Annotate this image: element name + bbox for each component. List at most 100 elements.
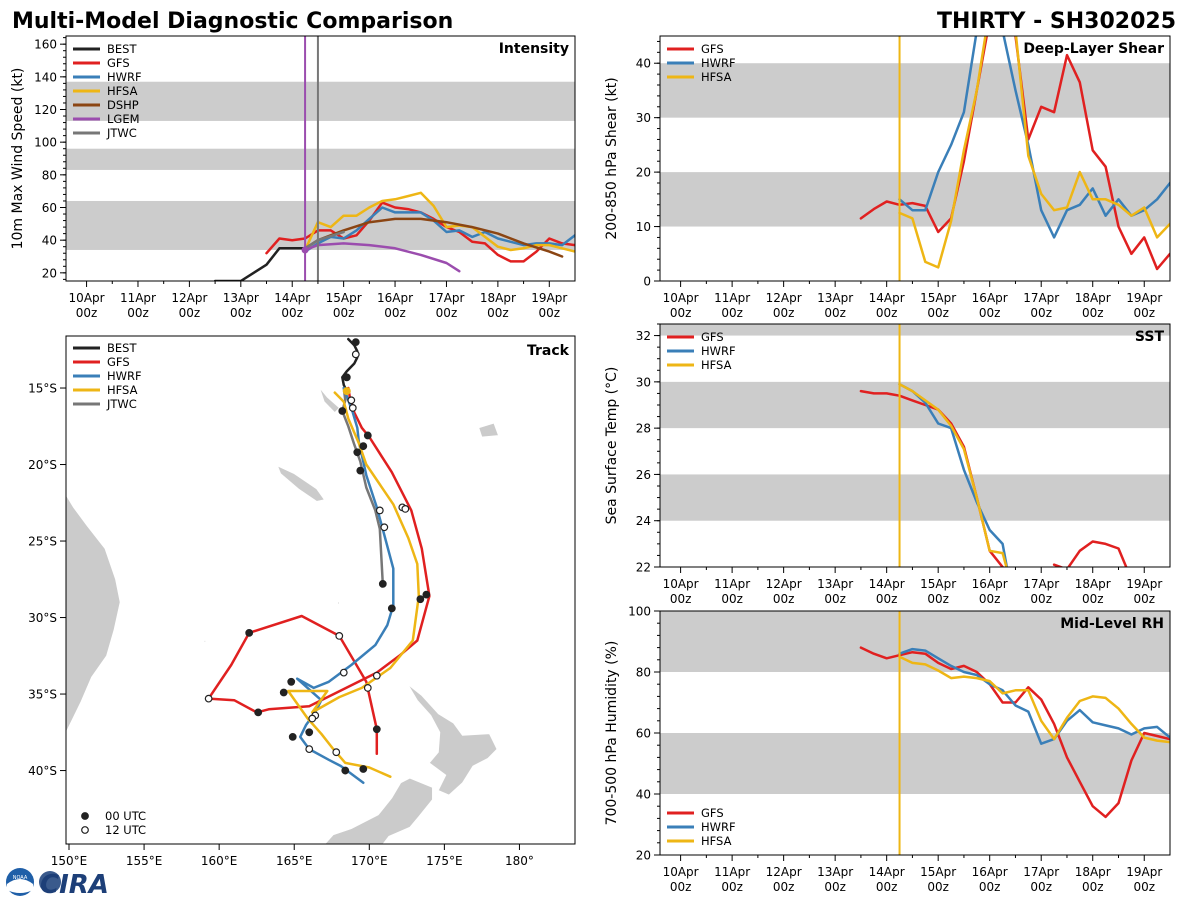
sst-xtick-label-date: 10Apr — [663, 577, 699, 591]
track-marker-12utc-0 — [351, 350, 360, 359]
intensity-xtick-label-date: 14Apr — [274, 291, 310, 305]
cira-logo-text: CIRA — [40, 870, 109, 900]
rh-ytick-label: 100 — [628, 605, 651, 619]
rh-plot-area — [660, 611, 1170, 855]
intensity-xtick-label-hour: 00z — [230, 306, 252, 320]
sst-xtick-label-hour: 00z — [1030, 592, 1052, 606]
sst-xtick-label-hour: 00z — [1082, 592, 1104, 606]
track-marker-00utc-1 — [342, 373, 351, 382]
sst-band-0 — [660, 474, 1170, 521]
track-ytick-label: 35°S — [28, 688, 57, 702]
land-new-caledonia — [277, 465, 325, 502]
track-marker-12utc-3 — [375, 506, 384, 515]
shear-plot-area — [660, 36, 1170, 281]
intensity-frame — [65, 35, 576, 282]
track-xtick-label: 155°E — [126, 854, 163, 868]
track-marker-00utc-14 — [288, 732, 297, 741]
intensity-panel: 2040608010012014016010Apr00z11Apr00z12Ap… — [10, 35, 576, 320]
sst-xtick-label-date: 13Apr — [817, 577, 853, 591]
shear-xtick-label-hour: 00z — [979, 306, 1001, 320]
rh-band-1 — [660, 611, 1170, 672]
shear-ytick-label: 20 — [636, 166, 651, 180]
track-marker-legend-label: 12 UTC — [105, 823, 146, 837]
intensity-legend-label-jtwc: JTWC — [106, 126, 137, 140]
track-marker-00utc-17 — [359, 765, 368, 773]
sst-xtick-label-hour: 00z — [824, 592, 846, 606]
shear-xtick-label-hour: 00z — [721, 306, 743, 320]
rh-xtick-label-hour: 00z — [876, 880, 898, 894]
intensity-plot-area — [66, 36, 575, 281]
sst-band-1 — [660, 381, 1170, 429]
sst-ytick-label: 32 — [636, 329, 651, 343]
sst-xtick-label-date: 18Apr — [1075, 577, 1111, 591]
sst-ytick-label: 30 — [636, 375, 651, 389]
rh-xtick-label-date: 16Apr — [972, 865, 1008, 879]
shear-ylabel: 200-850 hPa Shear (kt) — [604, 77, 620, 239]
shear-xtick-label-hour: 00z — [1082, 306, 1104, 320]
rh-series-hfsa-2 — [898, 655, 1170, 744]
intensity-ytick-label: 60 — [42, 201, 57, 215]
rh-ytick-label: 80 — [636, 666, 651, 680]
shear-xtick-label-hour: 00z — [1030, 306, 1052, 320]
track-marker-00utc-4 — [359, 442, 368, 451]
track-marker-00utc-0 — [351, 338, 360, 347]
intensity-ytick-label: 20 — [42, 266, 57, 280]
shear-panel: 01020304010Apr00z11Apr00z12Apr00z13Apr00… — [604, 35, 1171, 320]
track-ytick-label: 40°S — [28, 764, 57, 778]
cira-globe-icon — [39, 871, 61, 893]
track-line-hwrf — [295, 386, 395, 785]
track-marker-12utc-2 — [348, 404, 357, 412]
shear-xtick-label-date: 15Apr — [920, 291, 956, 305]
intensity-xtick-label-hour: 00z — [384, 306, 406, 320]
land-lord-howe — [203, 640, 206, 643]
rh-xtick-label-hour: 00z — [670, 880, 692, 894]
shear-ytick-label: 40 — [636, 57, 651, 71]
intensity-series-lgem-5 — [303, 242, 461, 273]
sst-xtick-label-hour: 00z — [670, 592, 692, 606]
sst-frame — [659, 323, 1171, 568]
intensity-title: Intensity — [499, 41, 569, 57]
intensity-ytick-label: 80 — [42, 168, 57, 182]
rh-panel: 2040608010010Apr00z11Apr00z12Apr00z13Apr… — [604, 605, 1171, 894]
shear-xtick-label-hour: 00z — [1133, 306, 1155, 320]
intensity-xtick-label-hour: 00z — [179, 306, 201, 320]
intensity-xtick-label-hour: 00z — [127, 306, 149, 320]
rh-xtick-label-hour: 00z — [927, 880, 949, 894]
rh-xtick-label-hour: 00z — [721, 880, 743, 894]
track-marker-12utc-6 — [380, 523, 389, 532]
sst-xtick-label-date: 15Apr — [920, 577, 956, 591]
intensity-ytick-label: 160 — [34, 38, 57, 52]
intensity-band-1 — [66, 148, 575, 170]
shear-xtick-label-hour: 00z — [876, 306, 898, 320]
sst-ytick-label: 24 — [636, 514, 651, 528]
shear-xtick-label-date: 17Apr — [1023, 291, 1059, 305]
sst-xtick-label-date: 19Apr — [1126, 577, 1162, 591]
shear-title: Deep-Layer Shear — [1023, 41, 1164, 57]
intensity-legend-label-hfsa: HFSA — [107, 84, 138, 98]
rh-xtick-label-date: 13Apr — [817, 865, 853, 879]
track-marker-12utc-7 — [335, 632, 344, 640]
intensity-xtick-label-hour: 00z — [487, 306, 509, 320]
track-marker-00utc-5 — [363, 431, 372, 440]
rh-xtick-label-hour: 00z — [1133, 880, 1155, 894]
rh-xtick-label-hour: 00z — [979, 880, 1001, 894]
intensity-xtick-label-date: 15Apr — [326, 291, 362, 305]
track-marker-00utc-11 — [254, 708, 263, 717]
sst-ytick-label: 28 — [636, 422, 651, 436]
intensity-legend-label-gfs: GFS — [107, 56, 130, 70]
track-marker-00utc-15 — [305, 728, 314, 737]
shear-legend-label-gfs: GFS — [701, 42, 724, 56]
intensity-legend-label-hwrf: HWRF — [107, 70, 142, 84]
intensity-xtick-label-date: 10Apr — [69, 291, 105, 305]
intensity-xtick-label-date: 19Apr — [531, 291, 567, 305]
intensity-series-dshp-4 — [303, 217, 564, 258]
rh-xtick-label-hour: 00z — [1082, 880, 1104, 894]
rh-band-0 — [660, 733, 1170, 794]
track-line-hfsa — [286, 391, 421, 778]
intensity-legend-label-lgem: LGEM — [107, 112, 140, 126]
intensity-xtick-label-date: 17Apr — [428, 291, 464, 305]
intensity-xtick-label-hour: 00z — [333, 306, 355, 320]
shear-ytick-label: 10 — [636, 220, 651, 234]
shear-xtick-label-date: 13Apr — [817, 291, 853, 305]
track-marker-00utc-16 — [341, 766, 350, 775]
